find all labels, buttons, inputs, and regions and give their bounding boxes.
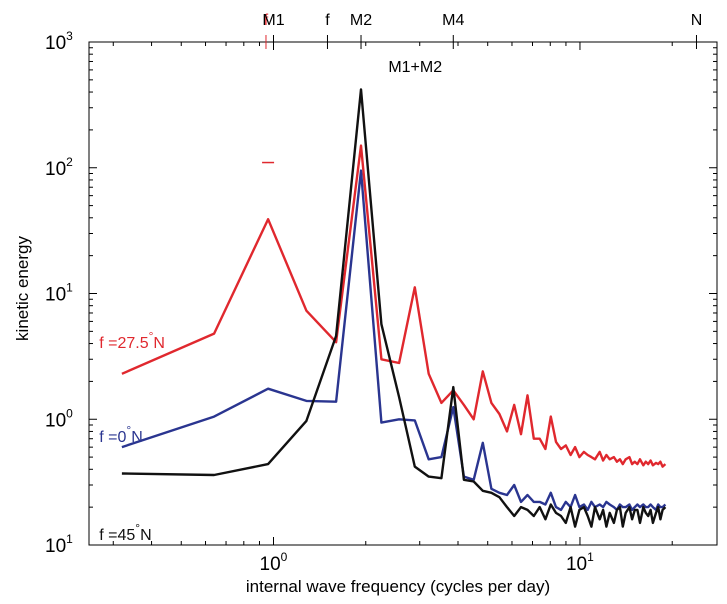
top-axis-label: M2 (350, 12, 372, 29)
y-tick-label: 101 (45, 281, 73, 306)
y-tick-label: 102 (45, 155, 73, 180)
top-axis-label: M1 (262, 12, 284, 29)
series-line (121, 88, 667, 528)
y-tick-label: 101 (45, 532, 73, 557)
y-axis-title: kinetic energy (13, 236, 32, 341)
series-label: f =0°N (99, 423, 143, 446)
axes (88, 35, 718, 546)
x-tick-label: 100 (260, 550, 288, 575)
series-label: f =27.5°N (99, 329, 165, 352)
y-tick-label: 103 (45, 29, 73, 54)
top-axis-label: N (691, 12, 703, 29)
series-layer (121, 88, 667, 528)
series-label: f =45°N (99, 521, 151, 544)
annotation-label: M1+M2 (388, 59, 442, 76)
series-line (121, 144, 667, 468)
x-axis-title: internal wave frequency (cycles per day) (246, 577, 550, 596)
x-tick-label: 101 (566, 550, 594, 575)
y-tick-label: 100 (45, 406, 73, 431)
plot-frame (88, 41, 718, 546)
top-axis-label: f (264, 12, 269, 29)
top-axis-label: f (325, 12, 330, 29)
series-line (121, 169, 667, 512)
top-axis-label: M4 (442, 12, 464, 29)
